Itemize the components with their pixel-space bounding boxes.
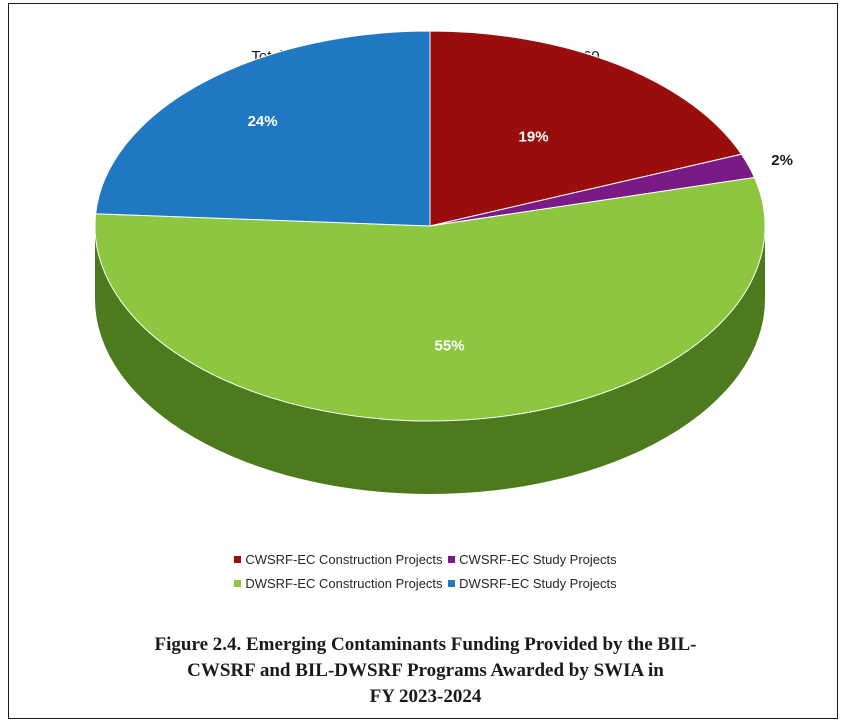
legend-label: CWSRF-EC Study Projects: [459, 552, 617, 567]
legend-item-cwsrf-construction: CWSRF-EC Construction Projects: [234, 548, 443, 572]
legend-swatch: [448, 556, 456, 563]
legend-label: CWSRF-EC Construction Projects: [245, 552, 443, 567]
pie-slice-cwsrf-ec-construction-projects: [429, 30, 743, 227]
pie-slices: [94, 30, 766, 422]
pie-slice-dwsrf-ec-construction-projects: [94, 176, 766, 422]
pie-slice-dwsrf-ec-study-projects: [95, 30, 431, 227]
pie-side-dwsrf-ec-construction-projects: [95, 226, 765, 494]
pie-depth: [95, 226, 765, 494]
legend-item-cwsrf-study: CWSRF-EC Study Projects: [448, 548, 617, 572]
legend-swatch: [448, 580, 456, 587]
legend-item-dwsrf-study: DWSRF-EC Study Projects: [448, 572, 617, 596]
legend-item-dwsrf-construction: DWSRF-EC Construction Projects: [234, 572, 443, 596]
legend-swatch: [234, 580, 242, 587]
caption-line-2: CWSRF and BIL-DWSRF Programs Awarded by …: [187, 660, 664, 681]
data-label-dwsrf-ec-construction-projects: 55%: [435, 337, 465, 354]
legend: CWSRF-EC Construction Projects CWSRF-EC …: [0, 548, 851, 596]
legend-row-2: DWSRF-EC Construction Projects DWSRF-EC …: [0, 572, 851, 596]
data-label-cwsrf-ec-study-projects: 2%: [771, 152, 793, 169]
pie-labels: 19% 2% 55% 24%: [248, 113, 793, 354]
caption-line-1: Figure 2.4. Emerging Contaminants Fundin…: [154, 634, 697, 655]
caption-line-3: FY 2023-2024: [369, 686, 482, 707]
legend-swatch: [234, 556, 242, 563]
data-label-dwsrf-ec-study-projects: 24%: [248, 113, 278, 130]
figure-caption: Figure 2.4. Emerging Contaminants Fundin…: [0, 632, 851, 710]
legend-label: DWSRF-EC Study Projects: [459, 576, 617, 591]
data-label-cwsrf-ec-construction-projects: 19%: [519, 128, 549, 145]
legend-label: DWSRF-EC Construction Projects: [245, 576, 443, 591]
legend-row-1: CWSRF-EC Construction Projects CWSRF-EC …: [0, 548, 851, 572]
